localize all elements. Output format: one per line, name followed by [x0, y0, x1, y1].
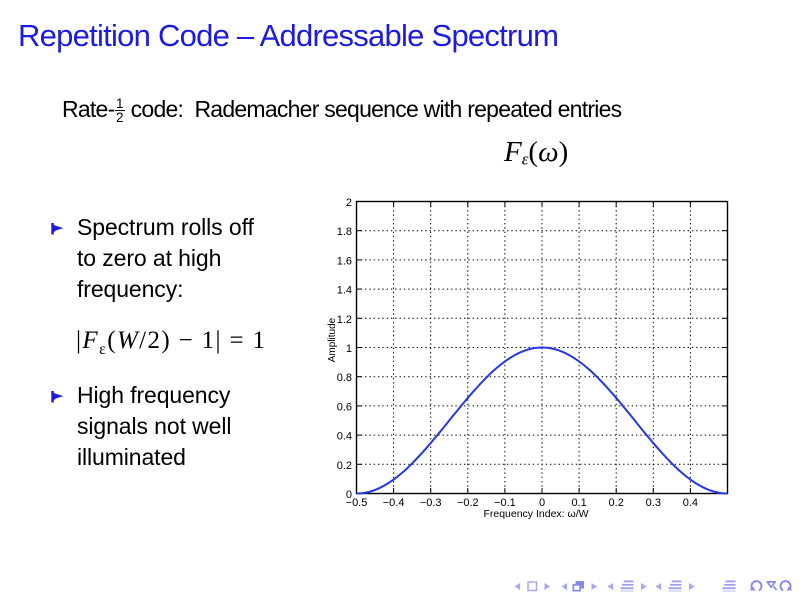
svg-text:0: 0	[346, 489, 352, 501]
svg-text:0.1: 0.1	[571, 497, 586, 509]
svg-text:−0.2: −0.2	[457, 497, 479, 509]
svg-text:−0.5: −0.5	[346, 497, 368, 509]
svg-text:Amplitude: Amplitude	[327, 317, 338, 362]
svg-text:−0.3: −0.3	[420, 497, 442, 509]
svg-text:0: 0	[539, 497, 545, 509]
svg-text:0.2: 0.2	[609, 497, 624, 509]
svg-text:0.8: 0.8	[337, 372, 352, 384]
svg-text:0.4: 0.4	[683, 497, 698, 509]
svg-text:1: 1	[346, 343, 352, 355]
svg-text:0.2: 0.2	[337, 460, 352, 472]
svg-text:0.6: 0.6	[337, 401, 352, 413]
svg-text:1.2: 1.2	[337, 314, 352, 326]
svg-text:0.3: 0.3	[646, 497, 661, 509]
svg-text:1.4: 1.4	[337, 285, 352, 297]
svg-text:2: 2	[346, 197, 352, 209]
svg-text:1.6: 1.6	[337, 255, 352, 267]
svg-text:−0.1: −0.1	[494, 497, 516, 509]
svg-text:1.8: 1.8	[337, 226, 352, 238]
svg-text:Frequency Index: ω/W: Frequency Index: ω/W	[483, 508, 588, 520]
svg-text:0.4: 0.4	[337, 431, 352, 443]
svg-text:−0.4: −0.4	[383, 497, 405, 509]
